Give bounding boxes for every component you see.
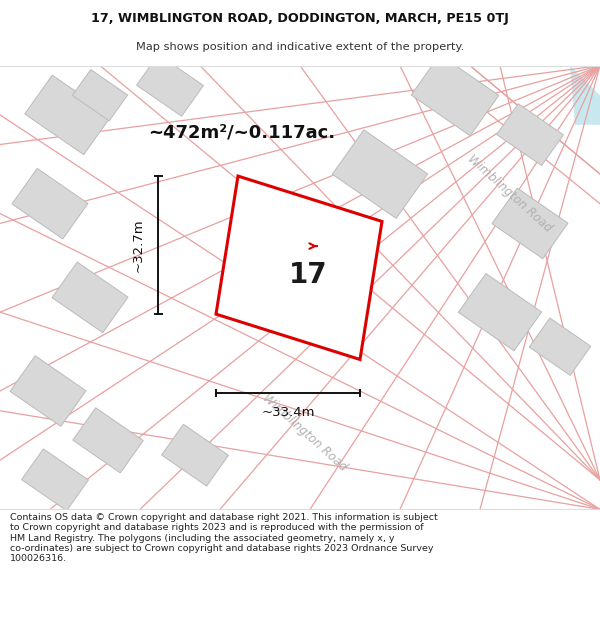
Text: Map shows position and indicative extent of the property.: Map shows position and indicative extent… [136, 42, 464, 52]
Polygon shape [497, 104, 563, 166]
Text: ~32.7m: ~32.7m [131, 218, 145, 272]
Text: Wimblington Road: Wimblington Road [260, 391, 350, 474]
Polygon shape [22, 449, 88, 511]
Text: ~472m²/~0.117ac.: ~472m²/~0.117ac. [148, 124, 335, 142]
Polygon shape [332, 130, 428, 218]
Polygon shape [25, 75, 111, 154]
Text: ~33.4m: ~33.4m [261, 406, 315, 419]
Text: Contains OS data © Crown copyright and database right 2021. This information is : Contains OS data © Crown copyright and d… [10, 513, 437, 564]
Text: Wimblington Road: Wimblington Road [465, 152, 555, 235]
Polygon shape [12, 168, 88, 239]
Polygon shape [216, 176, 382, 359]
Polygon shape [73, 408, 143, 473]
Polygon shape [529, 318, 591, 376]
Polygon shape [161, 424, 229, 486]
Polygon shape [492, 188, 568, 259]
Polygon shape [137, 54, 203, 116]
Polygon shape [10, 356, 86, 426]
Text: 17, WIMBLINGTON ROAD, DODDINGTON, MARCH, PE15 0TJ: 17, WIMBLINGTON ROAD, DODDINGTON, MARCH,… [91, 12, 509, 25]
Polygon shape [458, 274, 542, 351]
Polygon shape [52, 262, 128, 332]
Text: 17: 17 [289, 261, 328, 289]
Polygon shape [411, 54, 499, 136]
Polygon shape [570, 66, 600, 125]
Polygon shape [73, 69, 128, 121]
